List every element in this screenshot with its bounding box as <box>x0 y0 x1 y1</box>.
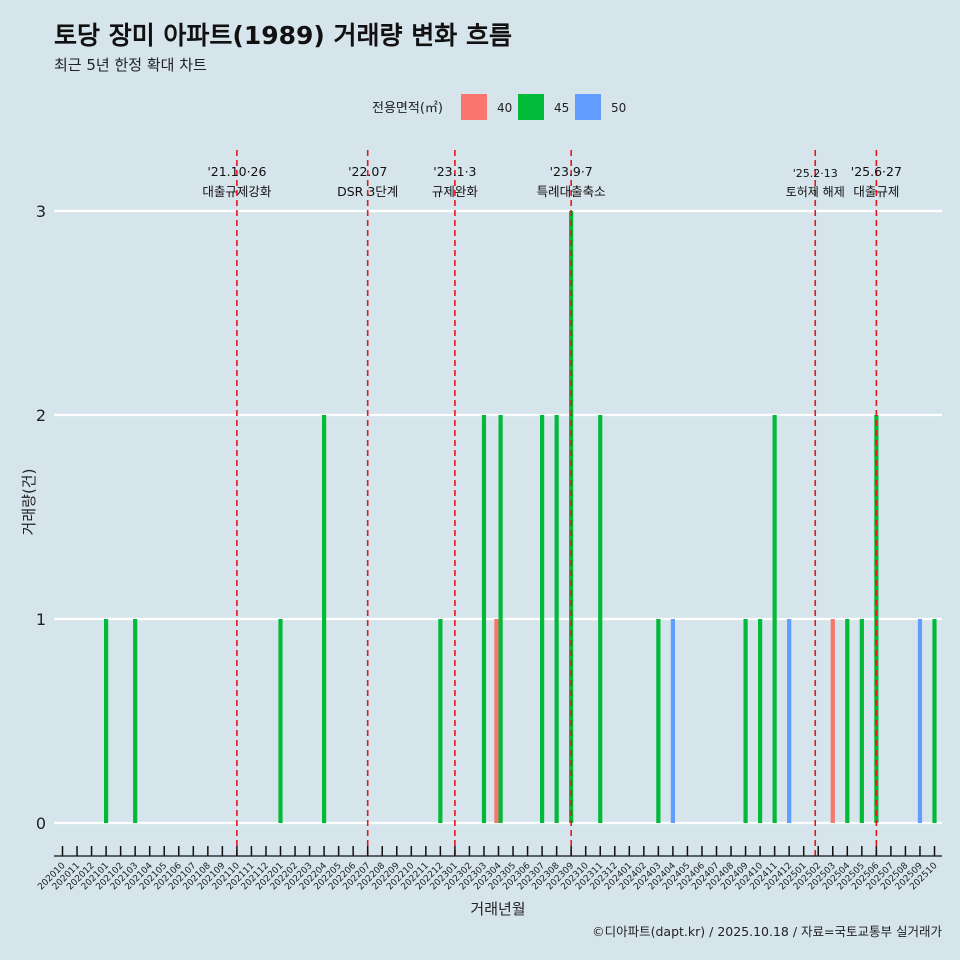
bar-202304-40 <box>494 619 499 823</box>
bar-202510-45 <box>932 619 937 823</box>
event-label-202207: DSR 3단계 <box>337 184 398 199</box>
chart-subtitle: 최근 5년 한정 확대 차트 <box>54 56 207 74</box>
legend-swatch-50 <box>575 94 601 120</box>
bar-202308-45 <box>554 415 559 823</box>
bar-202303-45 <box>481 415 487 823</box>
bar-202103-45 <box>133 619 138 823</box>
event-label-202309: 특례대출축소 <box>537 184 606 199</box>
bar-202505-45 <box>859 619 864 823</box>
y-axis: 0 1 2 3 <box>36 202 46 833</box>
bar-202403-45 <box>656 619 661 823</box>
bar-202101-45 <box>104 619 109 823</box>
event-label-202301: 규제완화 <box>432 184 479 199</box>
legend: 전용면적(㎡) 40 45 50 <box>372 94 626 120</box>
x-axis-title: 거래년월 <box>470 900 525 918</box>
bar-202410-45 <box>758 619 763 823</box>
x-axis: 2020102020112020122021012021022021032021… <box>36 846 942 892</box>
bar-202201-45 <box>278 619 283 823</box>
event-date-202506: '25.6·27 <box>851 164 902 179</box>
bar-202311-45 <box>598 415 603 823</box>
bar-202307-45 <box>540 415 545 823</box>
event-date-202207: '22.07 <box>348 164 387 179</box>
event-date-202301: '23.1·3 <box>433 164 476 179</box>
bar-202409-45 <box>743 619 748 823</box>
bar-202503-40 <box>830 619 835 823</box>
event-date-202502: '25.2·13 <box>793 167 838 180</box>
event-annotations: '21.10·26 대출규제강화 '22.07 DSR 3단계 '23.1·3 규제완화 '… <box>202 164 902 199</box>
legend-swatch-40 <box>461 94 487 120</box>
chart-title: 토당 장미 아파트(1989) 거래량 변화 흐름 <box>54 21 512 50</box>
legend-label-45: 45 <box>554 101 569 115</box>
bar-202509-50 <box>917 619 923 823</box>
bar-202506-45 <box>874 415 879 823</box>
event-date-202309: '23.9·7 <box>550 164 593 179</box>
bar-202304-45 <box>498 415 503 823</box>
bar-202212-45 <box>438 619 443 823</box>
y-tick-label-0: 0 <box>36 814 46 833</box>
legend-label-40: 40 <box>497 101 512 115</box>
y-tick-label-1: 1 <box>36 610 46 629</box>
source-caption: ©디아파트(dapt.kr) / 2025.10.18 / 자료=국토교통부 실… <box>592 924 942 939</box>
bar-202412-50 <box>787 619 792 823</box>
bar-202404-50 <box>670 619 675 823</box>
bar-202411-45 <box>772 415 777 823</box>
legend-title: 전용면적(㎡) <box>372 101 443 116</box>
event-label-202110: 대출규제강화 <box>202 184 272 199</box>
legend-swatch-45 <box>518 94 544 120</box>
event-label-202506: 대출규제 <box>853 184 899 199</box>
y-axis-title: 거래량(건) <box>20 469 38 536</box>
event-lines <box>236 150 878 856</box>
bar-202504-45 <box>845 619 850 823</box>
y-tick-label-3: 3 <box>36 202 46 221</box>
bars-layer <box>104 211 937 823</box>
event-date-202110: '21.10·26 <box>207 164 266 179</box>
legend-label-50: 50 <box>611 101 626 115</box>
bar-202309-45 <box>569 211 574 823</box>
y-tick-label-2: 2 <box>36 406 46 425</box>
event-label-202502: 토허제 해제 <box>786 185 845 199</box>
bar-202204-45 <box>322 415 327 823</box>
